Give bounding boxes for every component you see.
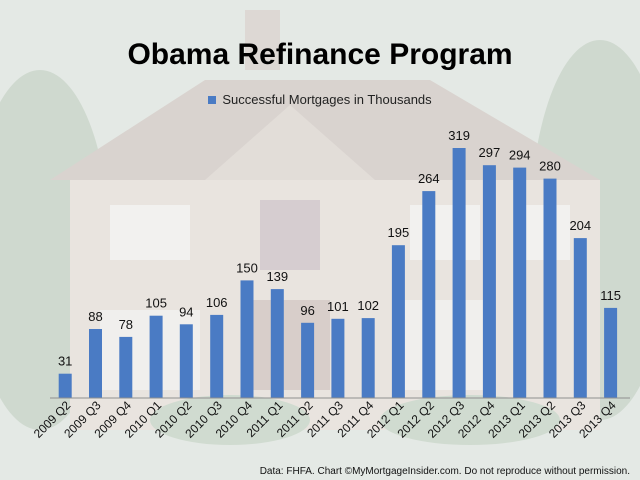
bar-2012-q4 [482, 165, 496, 398]
bar-2013-q2 [543, 178, 557, 398]
value-label: 139 [266, 269, 288, 284]
bar-2011-q4 [361, 318, 375, 398]
bar-2010-q1 [149, 315, 163, 398]
bar-2013-q4 [604, 307, 618, 398]
bar-2010-q2 [179, 324, 193, 398]
bar-2011-q1 [270, 289, 284, 398]
value-label: 264 [418, 171, 440, 186]
bar-2011-q2 [301, 322, 315, 398]
value-label: 96 [300, 303, 314, 318]
bar-2010-q3 [210, 314, 224, 398]
legend: Successful Mortgages in Thousands [0, 92, 640, 107]
bar-2012-q2 [422, 191, 436, 398]
value-label: 106 [206, 295, 228, 310]
value-labels-group: 31 88 78 105 94 106 150 139 96 101 102 195 264 319 297… [58, 128, 621, 369]
bar-2012-q3 [452, 148, 466, 398]
value-label: 204 [569, 218, 591, 233]
value-label: 115 [600, 288, 621, 303]
bar-2012-q1 [391, 245, 405, 398]
value-label: 294 [509, 148, 531, 163]
chart-title: Obama Refinance Program [127, 38, 513, 71]
value-label: 319 [448, 128, 470, 143]
bar-2009-q3 [89, 329, 102, 398]
bars-group [58, 148, 618, 398]
bar-2010-q4 [240, 280, 254, 398]
value-label: 101 [327, 299, 349, 314]
value-label: 31 [58, 354, 72, 369]
value-label: 105 [145, 296, 167, 311]
bar-2011-q3 [331, 318, 345, 398]
legend-label: Successful Mortgages in Thousands [222, 92, 432, 107]
source-note: Data: FHFA. Chart ©MyMortgageInsider.com… [259, 466, 630, 477]
value-label: 88 [88, 309, 102, 324]
bar-2009-q4 [119, 336, 133, 398]
value-label: 280 [539, 159, 561, 174]
bar-2009-q2 [58, 373, 72, 398]
value-label: 78 [119, 317, 133, 332]
value-label: 195 [388, 225, 410, 240]
value-label: 150 [236, 260, 258, 275]
legend-swatch [208, 95, 217, 104]
value-label: 297 [479, 145, 501, 160]
bar-2013-q3 [573, 238, 587, 398]
bar-2013-q1 [513, 167, 527, 398]
value-label: 102 [357, 298, 379, 313]
value-label: 94 [179, 304, 193, 319]
